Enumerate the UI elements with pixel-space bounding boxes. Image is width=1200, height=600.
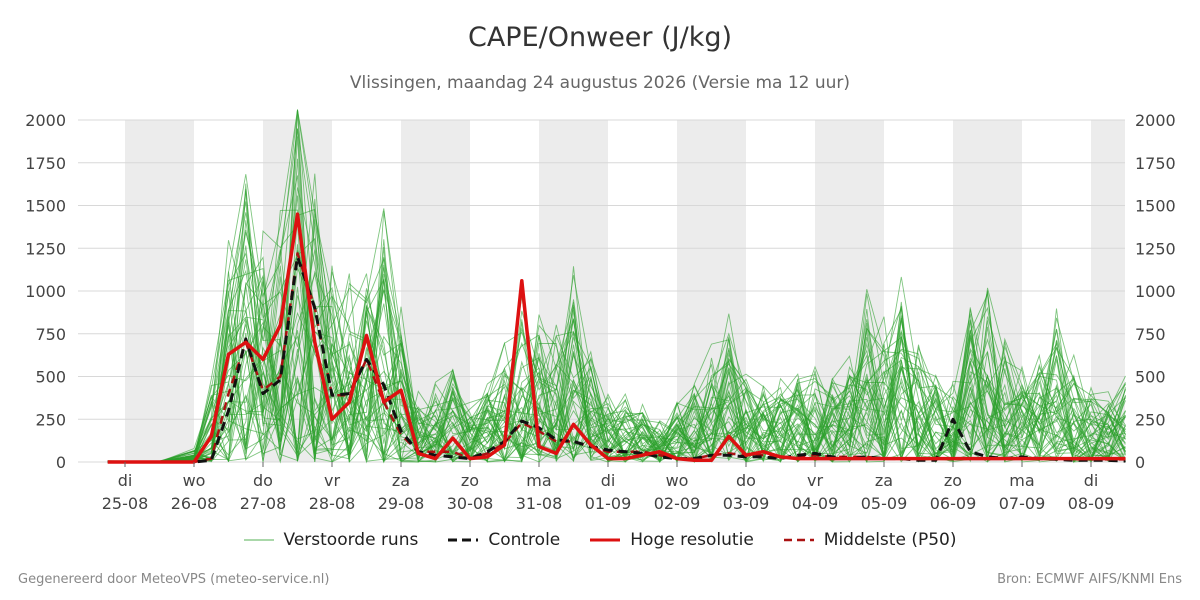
x-tick-day: vr [807,471,823,490]
footer-source: Bron: ECMWF AIFS/KNMI Ens [997,572,1182,587]
legend-label-ensemble: Verstoorde runs [283,530,419,550]
x-tick-date: 05-09 [861,494,908,513]
ensemble-member-line [107,212,1126,464]
ensemble-member-line [107,208,1126,463]
y-tick-label-right: 750 [1135,325,1166,344]
y-tick-label-right: 1750 [1135,154,1176,173]
ensemble-lines [107,109,1126,464]
x-tick-date: 02-09 [654,494,701,513]
x-tick-day: do [736,471,756,490]
legend-swatch-ensemble [243,539,274,541]
chart-title: CAPE/Onweer (J/kg) [467,22,732,53]
main-series [107,212,1126,464]
x-tick-day: wo [183,471,206,490]
legend-label-hires: Hoge resolutie [630,530,754,550]
series-line-black-dashed [107,255,1126,464]
x-tick-date: 25-08 [102,494,149,513]
x-tick-day: di [1084,471,1099,490]
x-tick-day: do [253,471,273,490]
x-tick-date: 01-09 [585,494,632,513]
y-tick-label-right: 1000 [1135,282,1176,301]
y-tick-label-left: 1500 [25,197,66,216]
x-tick-day: zo [944,471,962,490]
x-tick-date: 28-08 [309,494,356,513]
series-line-red-solid [107,212,1126,464]
y-tick-label-right: 1500 [1135,197,1176,216]
ensemble-member-line [107,158,1126,463]
y-tick-label-left: 1000 [25,282,66,301]
x-tick-day: wo [666,471,689,490]
x-tick-date: 29-08 [378,494,425,513]
legend-swatch-median [783,538,814,542]
x-tick-day: vr [324,471,340,490]
legend-item-median: Middelste (P50) [783,530,957,550]
footer-credit: Gegenereerd door MeteoVPS (meteo-service… [18,572,330,587]
x-tick-day: ma [526,471,551,490]
y-tick-label-right: 0 [1135,453,1145,472]
y-axis-left: 0 250 500 750 1000 1250 1500 1750 2000 [25,111,66,472]
y-tick-label-left: 0 [56,453,66,472]
legend: Verstoorde runs Controle Hoge resolutie … [0,530,1200,550]
y-axis-right: 0 250 500 750 1000 1250 1500 1750 2000 [1135,111,1176,472]
legend-label-median: Middelste (P50) [823,530,957,550]
legend-item-control: Controle [448,530,560,550]
ensemble-member-line [107,187,1126,463]
x-tick-day: zo [461,471,479,490]
y-tick-label-left: 500 [35,368,66,387]
y-tick-label-left: 1250 [25,239,66,258]
x-tick-date: 27-08 [240,494,287,513]
x-tick-day: di [118,471,133,490]
ensemble-member-line [107,267,1126,463]
legend-label-control: Controle [488,530,561,550]
y-tick-label-left: 750 [35,325,66,344]
ensemble-member-line [107,257,1126,463]
y-tick-label-right: 500 [1135,368,1166,387]
x-tick-day: za [392,471,410,490]
ensemble-member-line [107,276,1126,463]
ensemble-member-line [107,198,1126,463]
x-tick-date: 03-09 [723,494,770,513]
x-tick-date: 26-08 [171,494,218,513]
x-axis: di 25-08 wo 26-08 do 27-08 vr 28-08 za 29-08 zo 30-… [102,462,1115,513]
chart-subtitle: Vlissingen, maandag 24 augustus 2026 (Ve… [349,73,851,93]
ensemble-member-line [107,285,1126,464]
x-tick-day: di [601,471,616,490]
x-tick-date: 30-08 [447,494,494,513]
y-tick-label-right: 250 [1135,410,1166,429]
ensemble-member-line [107,190,1126,463]
y-tick-label-left: 2000 [25,111,66,130]
x-tick-date: 06-09 [930,494,977,513]
x-tick-date: 31-08 [516,494,563,513]
ensemble-member-line [107,201,1126,463]
x-tick-day: za [875,471,893,490]
ensemble-member-line [107,173,1126,463]
y-tick-label-left: 250 [35,410,66,429]
x-tick-date: 04-09 [792,494,839,513]
y-tick-label-left: 1750 [25,154,66,173]
legend-swatch-hires [590,538,621,542]
x-tick-day: ma [1009,471,1034,490]
y-tick-label-right: 2000 [1135,111,1176,130]
legend-item-ensemble: Verstoorde runs [243,530,419,550]
y-tick-label-right: 1250 [1135,239,1176,258]
legend-swatch-control [448,538,479,542]
x-tick-date: 07-09 [999,494,1046,513]
x-tick-date: 08-09 [1068,494,1115,513]
legend-item-hires: Hoge resolutie [590,530,754,550]
ensemble-member-line [107,256,1126,463]
